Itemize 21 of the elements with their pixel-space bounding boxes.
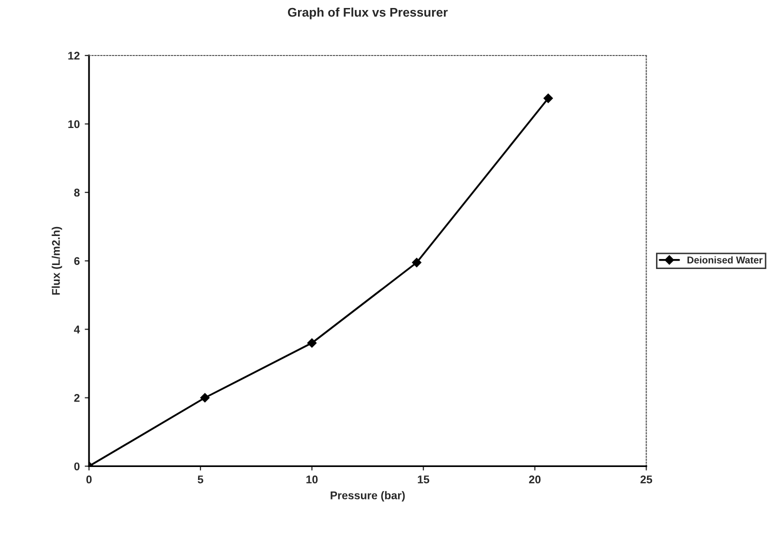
y-tick-label: 12 <box>68 52 80 60</box>
y-tick-label: 0 <box>74 462 80 470</box>
y-tick-label: 10 <box>68 120 80 128</box>
x-tick-label: 0 <box>86 476 92 484</box>
x-tick-label: 10 <box>306 476 318 484</box>
x-tick-label: 25 <box>640 476 652 484</box>
legend-label: Deionised Water <box>688 256 763 264</box>
y-tick-label: 8 <box>74 188 80 197</box>
point <box>544 94 553 103</box>
y-tick-label: 6 <box>74 257 80 265</box>
y-tick-label: 4 <box>74 326 80 334</box>
x-tick-label: 20 <box>529 476 541 484</box>
x-tick-label: 15 <box>418 476 430 484</box>
y-axis-title: Flux (L/m2.h) <box>52 226 62 295</box>
point <box>307 338 317 348</box>
x-axis-title: Pressure (bar) <box>330 491 405 502</box>
point <box>200 393 210 402</box>
x-tick-label: 5 <box>198 476 204 484</box>
y-tick-label: 2 <box>74 394 80 402</box>
chart-title: Graph of Flux vs Pressurer <box>288 8 448 20</box>
point <box>412 258 422 268</box>
